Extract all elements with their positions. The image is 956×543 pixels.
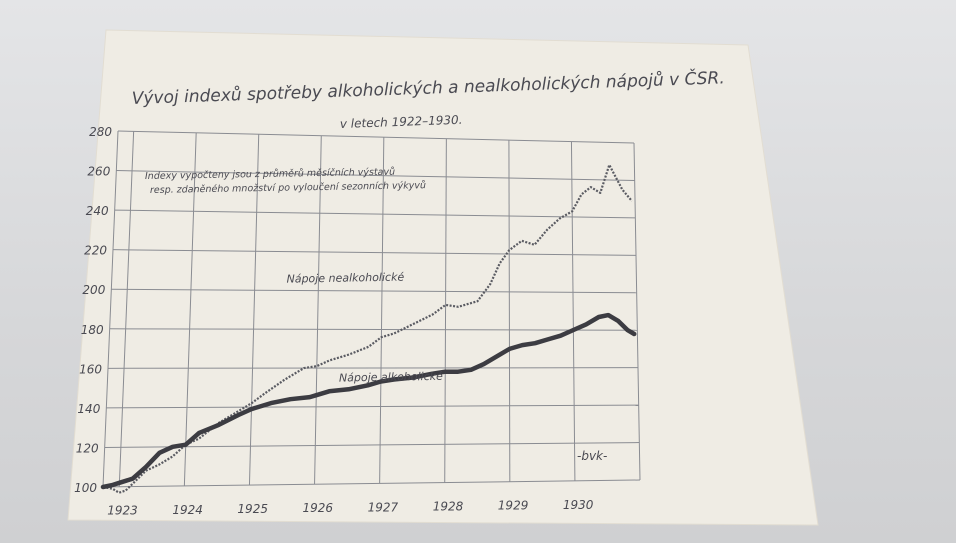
grid-line-x-7 [508,140,511,482]
chart-note-line-1: Indexy vypočteny jsou z průměrů měsíčníc… [145,167,395,182]
series-line-nealkoholicke [102,163,633,494]
x-tick-label-1927: 1927 [368,500,399,514]
x-tick-label-1930: 1930 [563,498,594,512]
grid-line-y-220 [112,249,637,256]
y-tick-label-240: 240 [86,204,109,218]
x-tick-label-1925: 1925 [237,502,268,516]
x-axis-ticks: 1923 1924 1925 1926 1927 1928 1929 1930 [107,498,594,518]
y-tick-label-120: 120 [76,441,99,455]
grid-line-x-1 [118,131,135,487]
grid-line-x-2 [183,132,197,486]
chart-signature: -bvk- [577,449,607,463]
chart-subtitle: v letech 1922–1930. [340,113,463,131]
grid-line-y-280 [117,130,635,144]
grid-line-x-4 [314,135,322,485]
grid-line-y-160 [107,367,639,369]
grid-line-y-140 [106,404,639,409]
grid-line-y-100 [102,479,641,488]
chart-note-line-2: resp. zdaněného množství po vyloučení se… [150,180,426,196]
grid-line-x-3 [248,134,260,486]
grid-line-y-240 [114,209,636,219]
grid-line-y-120 [104,442,640,448]
grid-line-x-5 [379,137,385,484]
y-tick-label-200: 200 [82,283,105,297]
y-tick-label-260: 260 [87,165,110,179]
x-tick-label-1923: 1923 [107,504,138,518]
series-label-0: Nápoje nealkoholické [286,271,404,286]
grid-line-y-260 [116,170,635,181]
y-tick-label-140: 140 [77,402,100,416]
grid-line-x-0 [102,130,119,488]
x-tick-label-1929: 1929 [498,499,529,513]
grid-line-x-9 [633,142,641,481]
y-tick-label-280: 280 [89,125,112,139]
series-line-alkoholicke [100,312,637,490]
y-tick-label-220: 220 [84,244,107,258]
x-tick-label-1926: 1926 [303,501,334,515]
chart-annotations: Nápoje nealkoholické Nápoje alkoholické [286,271,443,385]
chart-series [100,163,637,494]
grid-line-x-6 [444,138,447,483]
grid-line-y-200 [111,288,637,294]
y-tick-label-160: 160 [79,362,102,376]
y-tick-label-100: 100 [74,481,97,495]
chart-grid [102,130,641,488]
y-tick-label-180: 180 [81,323,104,337]
grid-line-x-8 [570,141,576,481]
series-label-1: Nápoje alkoholické [339,370,443,385]
x-tick-label-1924: 1924 [172,503,203,517]
y-axis-ticks: 100 120 140 160 180 200 220 240 260 280 [74,125,112,495]
grid-line-y-180 [109,328,638,331]
x-tick-label-1928: 1928 [433,500,464,514]
